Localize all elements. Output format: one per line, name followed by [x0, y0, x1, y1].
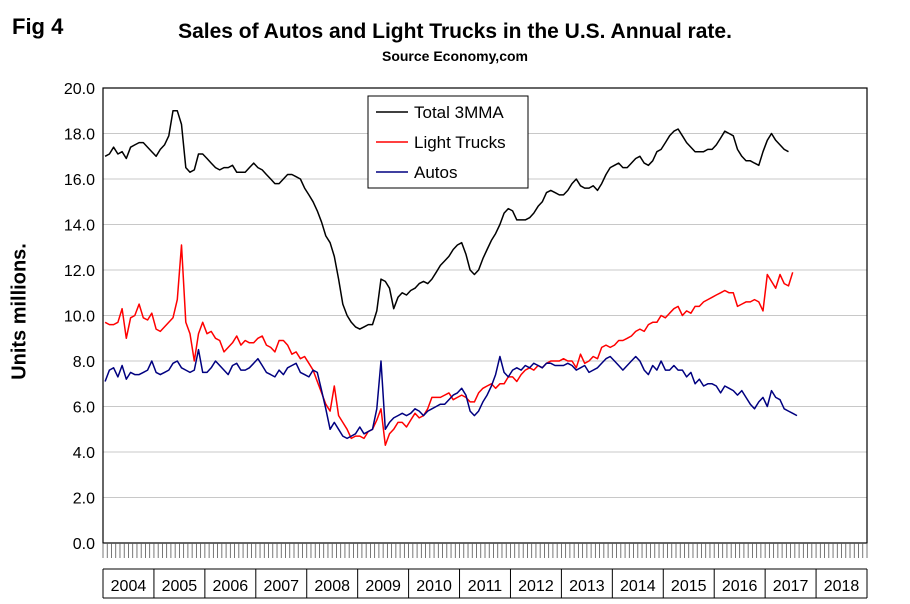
y-tick-label: 8.0: [73, 354, 95, 371]
legend-label: Autos: [414, 163, 457, 182]
x-tick-label: 2010: [416, 578, 452, 595]
y-tick-label: 10.0: [64, 309, 95, 326]
y-tick-label: 14.0: [64, 218, 95, 235]
x-tick-label: 2011: [468, 578, 503, 595]
axes: 0.0 2.0 4.0 6.0 8.0 10.0 12.0 14.0 16.0 18.0 20.0 2…: [64, 81, 868, 599]
legend-label: Light Trucks: [414, 133, 506, 152]
series-lines: [104, 110, 798, 446]
legend: Total 3MMA Light Trucks Autos: [367, 95, 529, 189]
y-tick-label: 18.0: [64, 127, 95, 144]
x-tick-label: 2005: [162, 578, 198, 595]
series-line-light-trucks: [104, 244, 794, 446]
y-tick-label: 20.0: [64, 81, 95, 98]
figure-label: Fig 4: [12, 14, 64, 39]
x-tick-label: 2004: [111, 578, 147, 595]
y-tick-label: 4.0: [73, 445, 95, 462]
chart-title: Sales of Autos and Light Trucks in the U…: [178, 20, 732, 43]
y-tick-label: 16.0: [64, 172, 95, 189]
x-tick-label: 2012: [518, 578, 554, 595]
series-line-total-3mma: [104, 110, 789, 330]
x-tick-label: 2009: [365, 578, 401, 595]
series-line-autos: [104, 348, 798, 440]
chart-subtitle: Source Economy,com: [381, 48, 528, 64]
x-tick-label: 2017: [773, 578, 809, 595]
x-tick-label: 2014: [620, 578, 656, 595]
x-tick-label: 2016: [722, 578, 758, 595]
x-tick-label: 2013: [569, 578, 605, 595]
legend-label: Total 3MMA: [414, 103, 504, 122]
x-tick-label: 2015: [671, 578, 707, 595]
y-tick-label: 6.0: [73, 400, 95, 417]
y-tick-label: 12.0: [64, 263, 95, 280]
x-tick-label: 2018: [824, 578, 860, 595]
x-tick-label: 2008: [314, 578, 350, 595]
x-tick-label: 2007: [263, 578, 299, 595]
y-tick-label: 2.0: [73, 491, 95, 508]
x-tick-label: 2006: [213, 578, 249, 595]
y-tick-label: 0.0: [73, 536, 95, 553]
